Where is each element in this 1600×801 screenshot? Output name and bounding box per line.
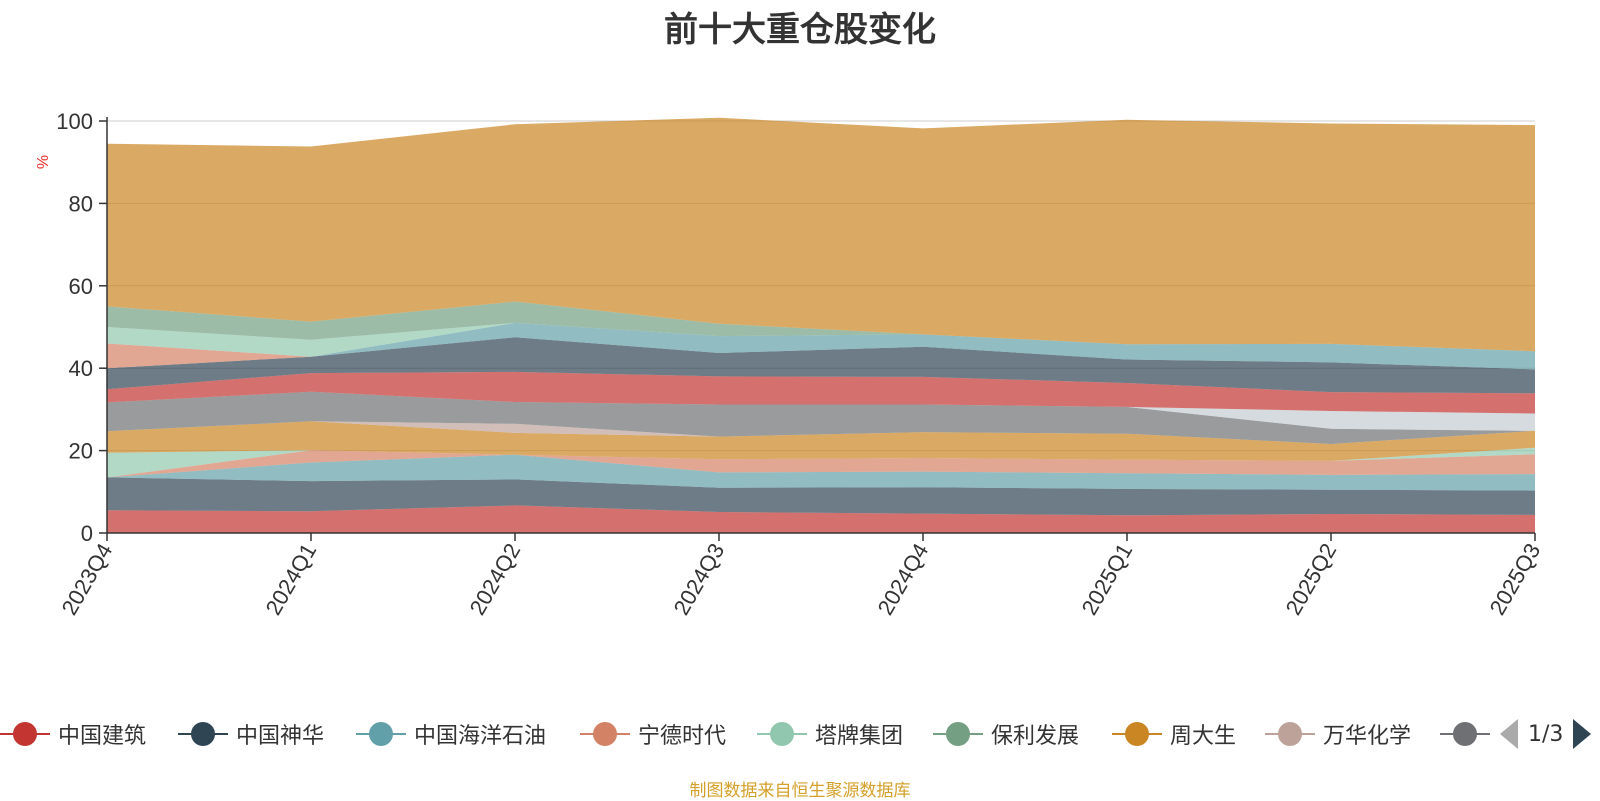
legend-marker-icon: [1112, 716, 1162, 752]
legend-page-indicator: 1/3: [1528, 721, 1564, 747]
area-series-7: [107, 421, 1535, 444]
area-series-13: [107, 322, 1535, 370]
area-series-12: [107, 337, 1535, 394]
y-tick-label: 40: [69, 356, 93, 381]
x-tick-label: 2025Q3: [1485, 539, 1546, 619]
area-series-10: [107, 391, 1535, 431]
y-tick-label: 0: [81, 521, 93, 546]
area-series-3: [107, 450, 1535, 478]
legend: 中国建筑 中国神华 中国海洋石油 宁德时代 塔牌集团 保利发展 周大生 万华化学: [0, 716, 1600, 752]
legend-marker-icon: [1440, 716, 1490, 752]
x-tick-label: 2024Q4: [873, 539, 934, 619]
area-series-15: [107, 322, 1535, 357]
legend-label: 万华化学: [1323, 724, 1412, 749]
legend-item[interactable]: [1440, 716, 1498, 752]
legend-marker-icon: [933, 716, 983, 752]
area-series-11: [107, 371, 1535, 414]
x-tick-label: 2024Q1: [261, 539, 322, 619]
legend-label: 保利发展: [991, 724, 1080, 749]
area-series-1: [107, 477, 1535, 516]
legend-marker-icon: [1265, 716, 1315, 752]
legend-label: 周大生: [1170, 724, 1237, 749]
area-series-17: [107, 117, 1535, 352]
legend-item[interactable]: 保利发展: [933, 716, 1079, 752]
legend-item[interactable]: 中国建筑: [0, 716, 146, 752]
area-series-16: [107, 301, 1535, 352]
legend-item[interactable]: 周大生: [1112, 716, 1236, 752]
area-series-0: [107, 505, 1535, 533]
legend-label: 中国神华: [236, 724, 325, 749]
chart-title: 前十大重仓股变化: [664, 10, 936, 50]
legend-label: 塔牌集团: [815, 724, 904, 749]
y-tick-label: 20: [69, 439, 93, 464]
y-axis-unit-label: %: [35, 155, 52, 169]
legend-label: 宁德时代: [638, 724, 727, 749]
legend-marker-icon: [757, 716, 807, 752]
legend-marker-icon: [0, 716, 50, 752]
x-tick-label: 2023Q4: [57, 539, 118, 619]
x-tick-label: 2024Q3: [669, 539, 730, 619]
x-tick-label: 2025Q1: [1077, 539, 1138, 619]
legend-item[interactable]: 中国海洋石油: [356, 716, 546, 752]
y-tick-label: 80: [69, 191, 93, 216]
source-note: 制图数据来自恒生聚源数据库: [689, 781, 911, 801]
area-series-2: [107, 454, 1535, 491]
legend-item[interactable]: 中国神华: [178, 716, 324, 752]
y-tick-label: 60: [69, 274, 93, 299]
legend-label: 中国海洋石油: [414, 724, 547, 749]
area-series-6: [107, 421, 1535, 461]
legend-marker-icon: [356, 716, 406, 752]
legend-item[interactable]: 塔牌集团: [757, 716, 903, 752]
area-series-8: [107, 391, 1535, 444]
legend-pager: 1/3: [1500, 716, 1592, 752]
y-tick-label: 100: [56, 109, 93, 134]
legend-item[interactable]: 宁德时代: [580, 716, 726, 752]
legend-marker-icon: [178, 716, 228, 752]
x-tick-label: 2024Q2: [465, 539, 526, 619]
legend-item[interactable]: 万华化学: [1265, 716, 1411, 752]
legend-marker-icon: [580, 716, 630, 752]
legend-label: 中国建筑: [58, 724, 147, 749]
legend-next-page-icon[interactable]: [1573, 719, 1592, 749]
x-tick-label: 2025Q2: [1281, 539, 1342, 619]
legend-prev-page-icon[interactable]: [1500, 719, 1518, 749]
